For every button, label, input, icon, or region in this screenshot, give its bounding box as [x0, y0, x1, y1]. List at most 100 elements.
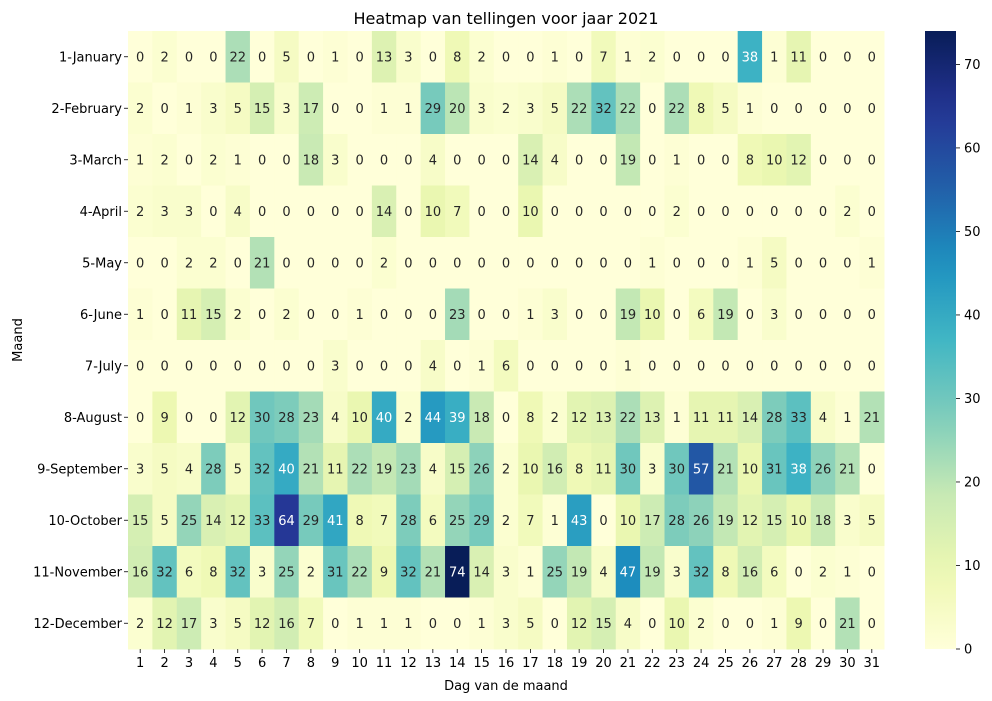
- heatmap-cell: [664, 185, 690, 238]
- heatmap-cells: 0 2 0 0 22 0 5 0 1 0 13 3 0 8 2 0 0 1 0 7 1 2 0 0 0 38 1 11 0 0 02 0 1 3 5…: [128, 31, 885, 650]
- cell-value-label: 0: [526, 256, 534, 271]
- cell-value-label: 11: [327, 462, 344, 477]
- cell-value-label: 29: [425, 102, 442, 117]
- cell-value-label: 30: [620, 462, 637, 477]
- cell-value-label: 0: [624, 256, 632, 271]
- cell-value-label: 0: [502, 256, 510, 271]
- cell-value-label: 3: [136, 462, 144, 477]
- cell-value-label: 2: [697, 617, 705, 632]
- cell-value-label: 8: [697, 102, 705, 117]
- heatmap-cell: [274, 288, 300, 341]
- heatmap-cell: [420, 443, 446, 495]
- heatmap-cell: [445, 340, 470, 392]
- heatmap-cell: [640, 237, 666, 289]
- cell-value-label: 2: [380, 256, 388, 271]
- x-tick-label: 12: [400, 656, 417, 671]
- heatmap-cell: [518, 31, 544, 83]
- cell-value-label: 14: [205, 514, 222, 529]
- heatmap-cell: [201, 288, 227, 341]
- cell-value-label: 4: [429, 153, 437, 168]
- cell-value-label: 10: [522, 462, 539, 477]
- cell-value-label: 0: [575, 359, 583, 374]
- heatmap-cell: [323, 443, 348, 495]
- cell-value-label: 0: [795, 359, 803, 374]
- heatmap-cell: [859, 237, 885, 289]
- cell-value-label: 15: [132, 514, 149, 529]
- heatmap-cell: [810, 134, 836, 186]
- cell-value-label: 8: [746, 153, 754, 168]
- heatmap-cell: [835, 494, 861, 547]
- heatmap-cell: [323, 185, 348, 238]
- cell-value-label: 3: [770, 308, 778, 323]
- x-tick-label: 11: [376, 656, 393, 671]
- colorbar-tick-label: 30: [964, 392, 981, 407]
- cell-value-label: 2: [209, 256, 217, 271]
- y-tick-label: 5-May: [82, 256, 122, 271]
- x-tick-label: 25: [717, 656, 734, 671]
- cell-value-label: 0: [356, 153, 364, 168]
- x-tick-label: 26: [742, 656, 759, 671]
- heatmap-cell: [566, 82, 592, 135]
- heatmap-cell: [347, 237, 373, 289]
- cell-value-label: 0: [477, 205, 485, 220]
- heatmap-cell: [810, 288, 836, 341]
- cell-value-label: 8: [356, 514, 364, 529]
- cell-value-label: 10: [351, 411, 368, 426]
- heatmap-cell: [274, 391, 300, 444]
- heatmap-cell: [737, 237, 763, 289]
- heatmap-cell: [518, 288, 544, 341]
- heatmap-cell: [713, 237, 739, 289]
- heatmap-cell: [298, 31, 324, 83]
- cell-value-label: 0: [209, 205, 217, 220]
- heatmap-cell: [835, 597, 861, 650]
- cell-value-label: 32: [229, 565, 246, 580]
- heatmap-cell: [128, 391, 153, 444]
- cell-value-label: 4: [551, 153, 559, 168]
- heatmap-cell: [688, 237, 714, 289]
- x-tick-label: 20: [595, 656, 612, 671]
- x-tick-label: 21: [620, 656, 637, 671]
- cell-value-label: 0: [307, 308, 315, 323]
- cell-value-label: 1: [843, 565, 851, 580]
- heatmap-cell: [420, 237, 446, 289]
- heatmap-cell: [201, 391, 227, 444]
- heatmap-cell: [420, 597, 446, 650]
- heatmap-cell: [274, 443, 300, 495]
- cell-value-label: 21: [425, 565, 442, 580]
- heatmap-cell: [493, 288, 519, 341]
- cell-value-label: 0: [575, 308, 583, 323]
- heatmap-cell: [371, 340, 397, 392]
- x-tick-label: 2: [160, 656, 168, 671]
- heatmap-cell: [566, 546, 592, 598]
- heatmap-cell: [615, 288, 641, 341]
- cell-value-label: 0: [453, 359, 461, 374]
- cell-value-label: 57: [693, 462, 710, 477]
- cell-value-label: 0: [234, 359, 242, 374]
- heatmap-cell: [249, 391, 275, 444]
- heatmap-cell: [225, 443, 251, 495]
- cell-value-label: 0: [843, 308, 851, 323]
- heatmap-cell: [786, 237, 812, 289]
- cell-value-label: 0: [721, 153, 729, 168]
- heatmap-cell: [664, 443, 690, 495]
- heatmap-cell: [371, 185, 397, 238]
- x-tick-label: 22: [644, 656, 661, 671]
- heatmap-cell: [420, 494, 446, 547]
- cell-value-label: 0: [551, 359, 559, 374]
- cell-value-label: 0: [551, 256, 559, 271]
- heatmap-cell: [249, 288, 275, 341]
- heatmap-cell: [518, 494, 544, 547]
- heatmap-cell: [737, 391, 763, 444]
- heatmap-cell: [859, 546, 885, 598]
- cell-value-label: 2: [136, 617, 144, 632]
- heatmap-cell: [371, 494, 397, 547]
- cell-value-label: 0: [502, 205, 510, 220]
- cell-value-label: 0: [551, 617, 559, 632]
- cell-value-label: 15: [449, 462, 466, 477]
- cell-value-label: 1: [136, 153, 144, 168]
- heatmap-cell: [518, 340, 544, 392]
- cell-value-label: 3: [502, 565, 510, 580]
- cell-value-label: 40: [376, 411, 393, 426]
- heatmap-cell: [176, 31, 202, 83]
- cell-value-label: 6: [770, 565, 778, 580]
